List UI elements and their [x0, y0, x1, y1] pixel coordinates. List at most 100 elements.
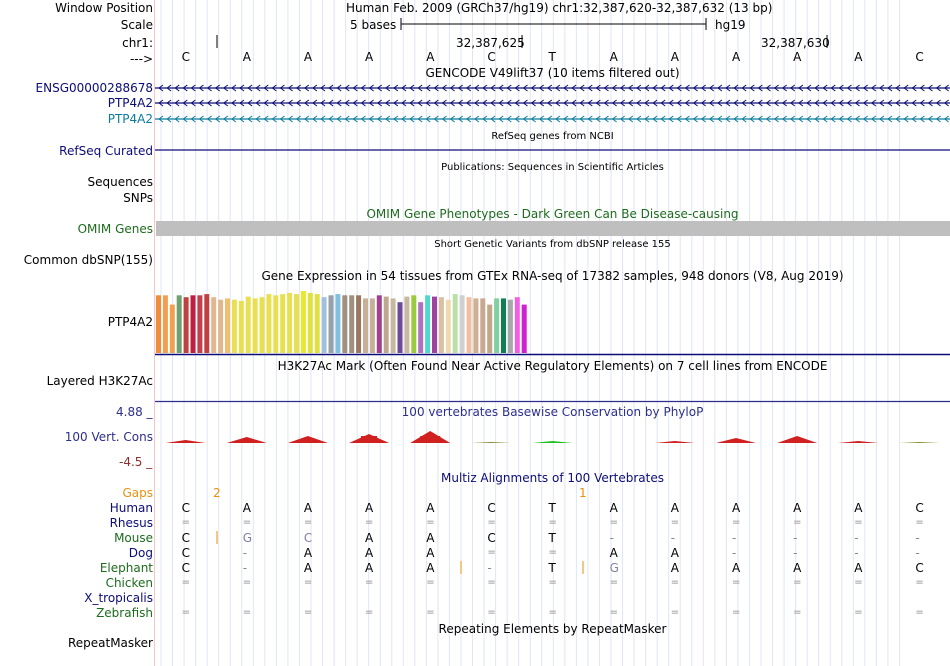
gtex-bar[interactable] — [376, 295, 382, 353]
gtex-bar[interactable] — [445, 299, 451, 353]
refseq-label[interactable]: RefSeq Curated — [59, 144, 153, 158]
gtex-bar[interactable] — [204, 294, 210, 353]
gtex-bar[interactable] — [521, 304, 527, 353]
gtex-bar[interactable] — [169, 304, 175, 353]
strand-chevron-icon — [757, 115, 763, 123]
strand-chevron-icon — [530, 84, 536, 92]
gtex-bar[interactable] — [156, 295, 161, 353]
gtex-bar[interactable] — [287, 292, 293, 353]
strand-chevron-icon — [854, 84, 860, 92]
species-label-zebrafish[interactable]: Zebrafish — [96, 606, 153, 620]
gtex-bar[interactable] — [238, 300, 244, 353]
strand-chevron-icon — [320, 99, 326, 107]
gtex-bar[interactable] — [459, 295, 465, 353]
alignment-base: = — [365, 607, 374, 618]
strand-chevron-icon — [725, 84, 731, 92]
gencode-track-3-label[interactable]: PTP4A2 — [107, 112, 153, 126]
gtex-bar[interactable] — [473, 298, 479, 353]
alignment-base: A — [854, 501, 863, 515]
gtex-bar[interactable] — [225, 298, 230, 353]
species-label-rhesus[interactable]: Rhesus — [109, 516, 153, 530]
gtex-bar[interactable] — [218, 299, 224, 353]
species-label-elephant[interactable]: Elephant — [99, 561, 153, 575]
gtex-bar[interactable] — [314, 294, 320, 353]
alignment-base: A — [303, 546, 313, 560]
gtex-bar[interactable] — [259, 297, 265, 353]
strand-chevron-icon — [417, 99, 423, 107]
gtex-bar[interactable] — [321, 297, 327, 353]
gtex-bar[interactable] — [438, 297, 444, 353]
gtex-bar[interactable] — [356, 295, 362, 353]
gaps-label[interactable]: Gaps — [122, 486, 153, 500]
base-letter: T — [548, 50, 556, 64]
strand-chevron-icon — [263, 115, 269, 123]
publications-label-snps[interactable]: SNPs — [123, 191, 153, 205]
gtex-bar[interactable] — [231, 299, 237, 353]
alignment-base: = — [854, 517, 863, 528]
alignment-base: = — [793, 607, 802, 618]
gtex-bar[interactable] — [176, 295, 182, 353]
gtex-bar[interactable] — [466, 297, 472, 353]
omim-label[interactable]: OMIM Genes — [77, 222, 153, 236]
gtex-bar[interactable] — [162, 295, 168, 353]
gtex-bar[interactable] — [342, 295, 348, 353]
h3k27ac-label[interactable]: Layered H3K27Ac — [46, 374, 153, 388]
gtex-bar[interactable] — [211, 297, 217, 353]
gtex-label[interactable]: PTP4A2 — [107, 315, 153, 329]
gtex-bar[interactable] — [328, 295, 334, 353]
dbsnp-title: Short Genetic Variants from dbSNP releas… — [434, 239, 671, 250]
strand-chevron-icon — [789, 84, 796, 92]
species-label-mouse[interactable]: Mouse — [114, 531, 153, 545]
gtex-bar[interactable] — [452, 294, 458, 353]
gtex-bar[interactable] — [349, 295, 355, 353]
gtex-bar[interactable] — [300, 291, 306, 353]
gtex-bar[interactable] — [280, 294, 286, 353]
gtex-bar[interactable] — [501, 298, 506, 353]
gtex-bar[interactable] — [369, 298, 375, 353]
gtex-bar[interactable] — [383, 296, 389, 353]
gtex-bar[interactable] — [494, 298, 500, 353]
species-label-dog[interactable]: Dog — [128, 546, 153, 560]
alignment-base: T — [548, 561, 556, 575]
species-label-chicken[interactable]: Chicken — [105, 576, 153, 590]
strand-chevron-icon — [279, 115, 285, 123]
gencode-track-2-label[interactable]: PTP4A2 — [107, 96, 153, 110]
strand-chevron-icon — [887, 84, 893, 92]
gtex-bar[interactable] — [307, 292, 313, 353]
gtex-bar[interactable] — [507, 299, 513, 353]
alignment-base: A — [609, 501, 618, 515]
gtex-bar[interactable] — [514, 297, 520, 353]
gtex-bar[interactable] — [487, 304, 493, 353]
gtex-bar[interactable] — [480, 298, 486, 353]
gtex-bar[interactable] — [390, 298, 396, 353]
omim-bar[interactable] — [156, 221, 950, 236]
gtex-bar[interactable] — [404, 296, 410, 353]
dbsnp-label[interactable]: Common dbSNP(155) — [23, 253, 153, 267]
gtex-bar[interactable] — [418, 302, 424, 353]
publications-label-sequences[interactable]: Sequences — [87, 175, 153, 189]
species-label-human[interactable]: Human — [109, 501, 153, 515]
gtex-bar[interactable] — [294, 294, 299, 353]
repeatmasker-label[interactable]: RepeatMasker — [67, 636, 153, 650]
phylop-label[interactable]: 100 Vert. Cons — [64, 430, 153, 444]
gtex-bar[interactable] — [183, 297, 189, 353]
gtex-bar[interactable] — [266, 294, 272, 353]
strand-chevron-icon — [903, 84, 909, 92]
gtex-bar[interactable] — [425, 295, 431, 353]
gtex-bar[interactable] — [245, 296, 251, 353]
gtex-bar[interactable] — [252, 298, 258, 353]
gtex-bar[interactable] — [363, 298, 368, 353]
gtex-bar[interactable] — [335, 294, 341, 353]
gtex-bar[interactable] — [273, 295, 279, 353]
gencode-track-1-label[interactable]: ENSG00000288678 — [35, 81, 153, 95]
gtex-bar[interactable] — [411, 295, 417, 353]
strand-chevron-icon — [336, 99, 342, 107]
alignment-base: = — [242, 577, 252, 588]
gtex-bar[interactable] — [432, 296, 437, 353]
species-label-x_tropicalis[interactable]: X_tropicalis — [84, 591, 153, 605]
gtex-bar[interactable] — [197, 295, 203, 353]
gtex-bar[interactable] — [397, 302, 403, 353]
gtex-bar[interactable] — [190, 295, 196, 353]
strand-chevron-icon — [627, 99, 634, 107]
